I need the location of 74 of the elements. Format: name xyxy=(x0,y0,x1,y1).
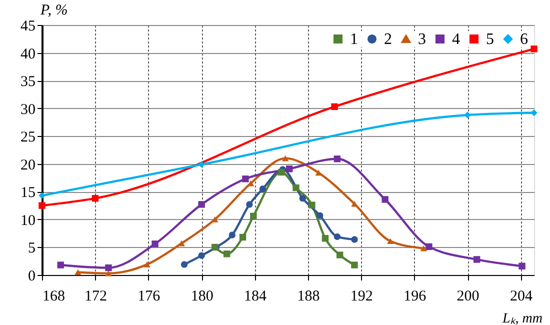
x-tick-label: 200 xyxy=(456,288,480,304)
x-tick-label: 172 xyxy=(84,288,107,304)
point xyxy=(308,202,316,208)
x-tick-label: 196 xyxy=(404,288,427,304)
point xyxy=(250,212,257,220)
point xyxy=(331,103,338,110)
y-tick-label: 40 xyxy=(20,46,36,62)
point xyxy=(180,261,188,268)
point xyxy=(228,232,236,238)
point xyxy=(57,262,64,268)
point xyxy=(198,161,205,168)
point xyxy=(152,240,158,248)
point xyxy=(105,270,112,276)
point xyxy=(144,262,150,268)
y-tick-label: 5 xyxy=(28,240,36,257)
y-tick-label: 0 xyxy=(28,268,36,284)
point xyxy=(420,245,427,252)
y-tick-label: 25 xyxy=(20,130,36,146)
y-axis-title: P, % xyxy=(40,2,68,18)
point xyxy=(315,170,322,176)
x-tick-label: 180 xyxy=(190,288,214,304)
point xyxy=(198,201,205,208)
point xyxy=(382,196,388,203)
point xyxy=(178,240,185,246)
point xyxy=(239,234,246,241)
point xyxy=(336,252,344,258)
y-tick-label: 20 xyxy=(20,157,36,174)
legend-label: 5 xyxy=(486,31,494,48)
y-tick-label: 15 xyxy=(20,185,36,202)
point xyxy=(198,252,205,259)
point xyxy=(316,212,324,219)
point xyxy=(334,156,341,162)
legend-label: 1 xyxy=(350,31,358,48)
point xyxy=(299,194,306,202)
point xyxy=(387,238,394,244)
y-tick-label: 45 xyxy=(20,18,36,34)
point xyxy=(464,112,471,118)
y-tick-label: 30 xyxy=(20,102,36,118)
point xyxy=(530,109,538,116)
point xyxy=(38,202,46,209)
x-tick-label: 204 xyxy=(510,288,533,304)
point xyxy=(278,168,285,176)
point xyxy=(282,155,289,162)
x-tick-label: 184 xyxy=(244,288,268,304)
point xyxy=(38,192,46,199)
y-tick-label: 35 xyxy=(20,74,36,90)
point xyxy=(351,236,358,243)
point xyxy=(92,194,99,202)
point xyxy=(351,262,358,268)
point xyxy=(105,264,112,272)
point xyxy=(473,256,480,263)
point xyxy=(322,234,329,242)
x-tick-label: 168 xyxy=(42,288,65,304)
point xyxy=(292,184,300,192)
point xyxy=(242,176,249,182)
point xyxy=(259,186,266,192)
x-tick-label: 176 xyxy=(138,288,161,304)
point xyxy=(334,233,341,240)
point xyxy=(74,269,82,276)
x-axis-title: Lₖ, mm xyxy=(501,312,542,325)
legend-label: 6 xyxy=(520,31,528,48)
point xyxy=(246,201,253,208)
point xyxy=(530,46,538,52)
legend-label: 3 xyxy=(418,31,426,48)
legend-label: 2 xyxy=(384,31,392,48)
point xyxy=(223,250,230,258)
point xyxy=(351,200,358,207)
x-tick-label: 192 xyxy=(350,288,373,304)
point xyxy=(518,262,526,270)
y-tick-label: 10 xyxy=(20,212,36,229)
legend-label: 4 xyxy=(452,31,460,48)
x-tick-label: 188 xyxy=(297,288,320,304)
point xyxy=(286,166,293,172)
point xyxy=(426,243,432,250)
